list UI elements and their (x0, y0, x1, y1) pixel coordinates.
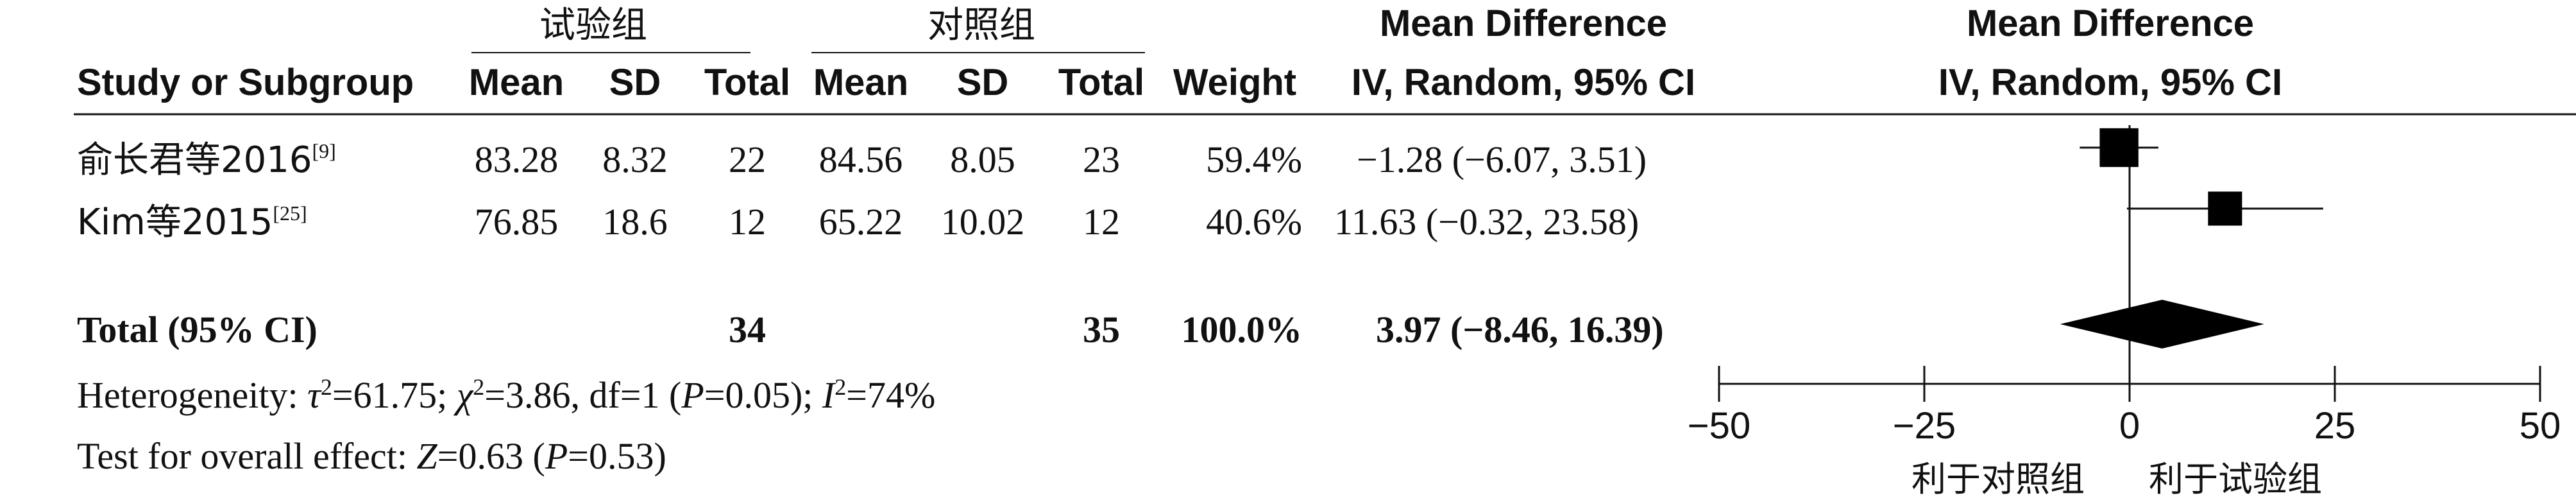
exp-total: 12 (729, 201, 766, 243)
ctl-total: 12 (1083, 201, 1120, 243)
total-weight: 100.0% (1182, 309, 1303, 350)
header-exp-total: Total (704, 62, 790, 103)
pooled-diamond (2060, 300, 2264, 349)
total-ci: 3.97 (−8.46, 16.39) (1376, 309, 1664, 350)
header-ctl-mean: Mean (813, 62, 908, 103)
header-ctl-sd: SD (957, 62, 1009, 103)
header-group-control: 对照组 (928, 4, 1035, 46)
x-tick-label: −25 (1893, 405, 1956, 447)
ctl-mean: 84.56 (819, 139, 903, 180)
study-name: 俞长君等2016[9] (77, 139, 336, 181)
study-ci: −1.28 (−6.07, 3.51) (1357, 139, 1647, 180)
x-tick-label: 0 (2119, 405, 2140, 447)
x-tick-label: 50 (2520, 405, 2561, 447)
total-row: Total (95% CI) 34 35 100.0% 3.97 (−8.46,… (77, 309, 1664, 350)
study-name: Kim等2015[25] (77, 202, 307, 243)
header-method-table: IV, Random, 95% CI (1352, 62, 1695, 103)
study-point (2099, 128, 2139, 168)
study-weight: 40.6% (1206, 201, 1302, 243)
header-exp-sd: SD (609, 62, 661, 103)
exp-mean: 83.28 (475, 139, 559, 180)
header-method-plot: IV, Random, 95% CI (1938, 62, 2282, 103)
total-label: Total (95% CI) (77, 309, 318, 350)
ctl-total: 23 (1083, 139, 1120, 180)
favours-experimental-label: 利于试验组 (2149, 459, 2322, 499)
heterogeneity-text: Heterogeneity: τ2=61.75; χ2=3.86, df=1 (… (77, 374, 935, 416)
exp-sd: 18.6 (602, 201, 668, 243)
forest-plot: −50 −25 0 25 50 (1688, 125, 2561, 447)
ctl-sd: 10.02 (941, 201, 1025, 243)
header-weight: Weight (1173, 62, 1296, 103)
x-tick-label: 25 (2314, 405, 2356, 447)
exp-sd: 8.32 (602, 139, 668, 180)
favours-control-label: 利于对照组 (1911, 459, 2085, 499)
exp-mean: 76.85 (475, 201, 559, 243)
header-exp-mean: Mean (469, 62, 564, 103)
total-exp-total: 34 (729, 309, 766, 350)
table-row: 俞长君等2016[9] 83.28 8.32 22 84.56 8.05 23 … (77, 139, 1647, 181)
header-study-or-subgroup: Study or Subgroup (77, 62, 414, 103)
study-ci: 11.63 (−0.32, 23.58) (1334, 201, 1639, 243)
header-ctl-total: Total (1058, 62, 1144, 103)
total-ctl-total: 35 (1083, 309, 1120, 350)
ctl-mean: 65.22 (819, 201, 903, 243)
overall-effect-text: Test for overall effect: Z=0.63 (P=0.53) (77, 435, 666, 477)
study-weight: 59.4% (1206, 139, 1302, 180)
table-row: Kim等2015[25] 76.85 18.6 12 65.22 10.02 1… (77, 201, 1639, 243)
header-mean-difference-table: Mean Difference (1380, 3, 1667, 44)
header-group-experimental: 试验组 (539, 4, 647, 46)
study-point (2208, 191, 2242, 226)
ctl-sd: 8.05 (950, 139, 1015, 180)
exp-total: 22 (729, 139, 766, 180)
x-tick-label: −50 (1688, 405, 1750, 447)
header-mean-difference-plot: Mean Difference (1967, 3, 2254, 44)
